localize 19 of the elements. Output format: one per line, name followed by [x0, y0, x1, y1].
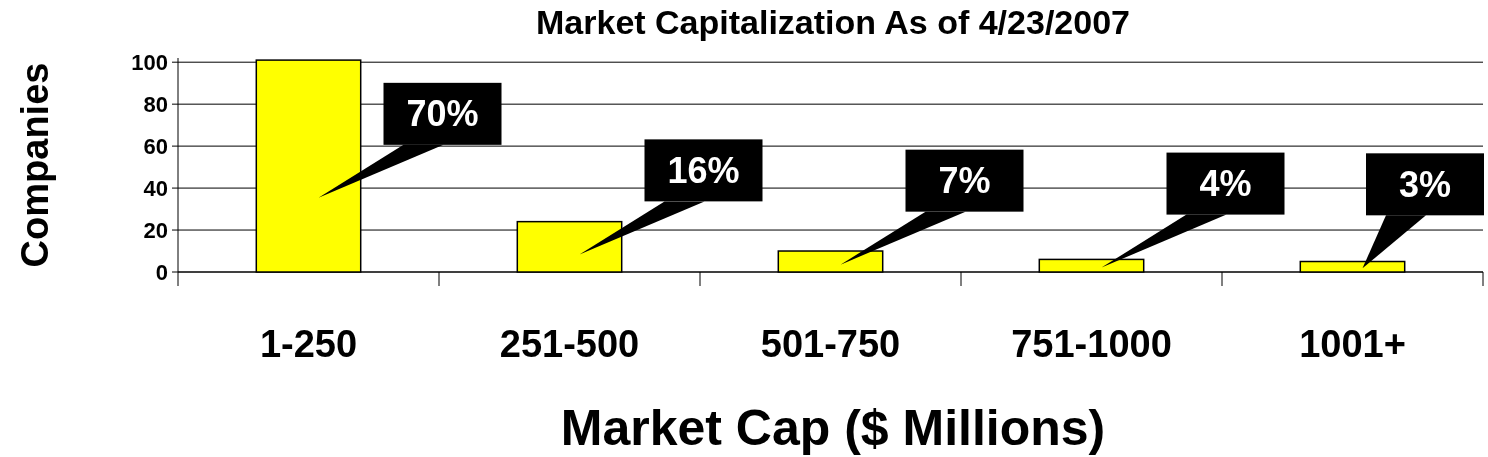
x-tick-label: 501-750 — [760, 323, 901, 365]
x-tick-label: 751-1000 — [1011, 323, 1172, 365]
y-tick-label: 60 — [143, 133, 168, 159]
annotation: 70% — [406, 93, 479, 135]
annotation: 3% — [1398, 163, 1452, 205]
x-tick-label: 1001+ — [1299, 323, 1406, 365]
chart-title: Market Capitalization As of 4/23/2007 — [536, 3, 1130, 41]
x-axis-title: Market Cap ($ Millions) — [560, 400, 1106, 456]
y-tick-label: 100 — [131, 49, 168, 75]
y-tick-label: 20 — [143, 217, 168, 243]
y-tick-label: 0 — [155, 259, 168, 285]
annotation: 16% — [667, 149, 740, 191]
annotation: 4% — [1199, 163, 1252, 205]
x-tick-label: 251-500 — [499, 323, 640, 365]
y-tick-label: 80 — [143, 91, 168, 117]
annotation: 7% — [938, 160, 991, 202]
x-tick-label: 1-250 — [259, 323, 358, 365]
y-axis-title: Companies — [14, 62, 56, 268]
y-tick-label: 40 — [143, 175, 168, 201]
